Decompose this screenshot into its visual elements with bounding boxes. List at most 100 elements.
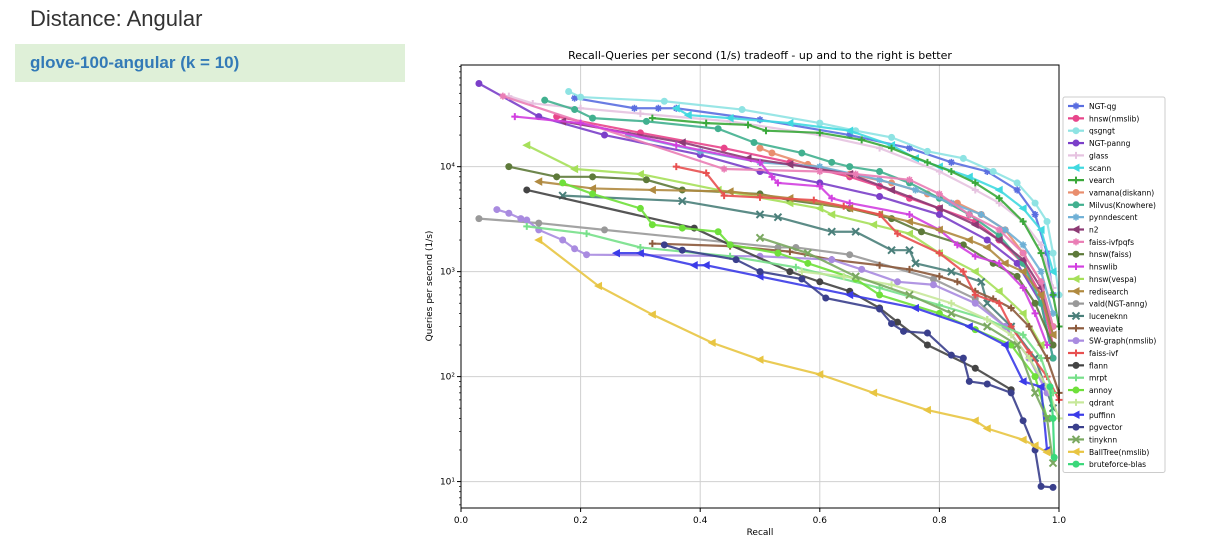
data-point (1030, 441, 1039, 450)
data-point (672, 141, 680, 149)
series-pgvector (660, 241, 1057, 491)
data-point (732, 256, 740, 264)
dataset-link[interactable]: glove-100-angular (k = 10) (30, 53, 240, 72)
data-point (1072, 337, 1080, 345)
data-point (678, 246, 686, 254)
legend-label: faiss-ivfpqfs (1089, 238, 1134, 247)
data-point (982, 243, 991, 252)
legend-entry: hnsw(faiss) (1068, 250, 1132, 259)
data-point (714, 228, 722, 236)
data-point (803, 248, 813, 258)
data-point (1019, 241, 1027, 249)
legend-entry: faiss-ivfpqfs (1068, 238, 1134, 247)
data-point (647, 185, 656, 195)
legend-label: mrpt (1089, 374, 1107, 383)
data-point (983, 167, 991, 175)
data-point (1007, 304, 1015, 312)
data-point (906, 265, 913, 273)
data-point (589, 190, 597, 198)
data-point (1000, 259, 1009, 268)
data-point (1048, 267, 1057, 276)
data-point (493, 206, 501, 214)
data-point (1072, 300, 1080, 308)
legend-label: pgvector (1089, 423, 1123, 432)
data-point (935, 249, 943, 257)
data-point (1025, 323, 1033, 331)
data-point (959, 154, 967, 162)
data-point (660, 97, 668, 105)
data-point (571, 94, 579, 102)
data-point (738, 106, 746, 114)
legend-entry: NGT-panng (1068, 139, 1131, 148)
data-point (964, 322, 973, 331)
legend-entry: puffinn (1068, 410, 1116, 420)
legend-label: glass (1089, 151, 1108, 160)
data-point (1031, 211, 1039, 219)
data-point (827, 210, 836, 219)
y-tick-label: 10² (440, 373, 455, 383)
data-point (983, 236, 991, 244)
data-point (828, 194, 836, 202)
data-point (785, 118, 794, 128)
data-point (630, 104, 638, 112)
legend-label: scann (1089, 164, 1111, 173)
data-point (971, 252, 979, 260)
data-point (1071, 410, 1080, 419)
y-tick-label: 10⁴ (440, 163, 455, 173)
data-point (517, 215, 525, 223)
data-point (935, 272, 943, 280)
data-point (755, 210, 765, 219)
data-point (534, 177, 543, 186)
data-point (876, 167, 884, 175)
legend-label: NGT-qg (1089, 102, 1117, 111)
data-point (1013, 259, 1021, 267)
data-point (1048, 458, 1058, 468)
data-point (522, 141, 531, 150)
x-tick-label: 0.2 (573, 516, 587, 526)
data-point (750, 138, 758, 146)
data-point (1018, 267, 1027, 276)
legend-label: hnsw(nmslib) (1089, 114, 1139, 123)
legend-entry: vamana(diskann) (1068, 188, 1154, 197)
data-point (577, 119, 585, 127)
data-point (1072, 250, 1080, 258)
data-point (1071, 435, 1081, 444)
data-point (588, 184, 597, 193)
data-point (535, 219, 543, 227)
data-point (1019, 284, 1027, 292)
data-point (768, 173, 776, 181)
data-point (887, 245, 896, 255)
data-point (756, 158, 764, 166)
data-point (846, 251, 854, 259)
data-point (559, 236, 567, 244)
data-point (1042, 448, 1051, 457)
data-point (523, 222, 531, 230)
data-point (846, 131, 854, 139)
legend-label: n2 (1089, 226, 1099, 235)
plot-area (475, 79, 1063, 491)
data-point (1000, 340, 1009, 350)
data-point (1072, 423, 1080, 431)
data-point (647, 310, 656, 319)
data-point (1071, 311, 1081, 321)
legend-label: vald(NGT-anng) (1089, 300, 1147, 309)
x-tick-label: 0.4 (693, 516, 708, 526)
data-point (707, 338, 716, 347)
plot-frame (460, 64, 1060, 509)
data-point (876, 211, 884, 219)
series-line (759, 236, 1055, 464)
data-point (970, 220, 979, 229)
data-point (714, 125, 722, 133)
data-point (611, 248, 620, 258)
data-point (635, 169, 644, 179)
data-point (888, 133, 896, 141)
data-point (923, 329, 931, 337)
data-point (523, 186, 531, 194)
legend-label: NGT-panng (1089, 139, 1131, 148)
data-point (858, 136, 866, 144)
data-point (677, 138, 686, 147)
data-point (1050, 453, 1058, 461)
legend-label: BallTree(nmslib) (1089, 448, 1149, 457)
data-point (1072, 361, 1080, 369)
data-point (922, 405, 931, 415)
